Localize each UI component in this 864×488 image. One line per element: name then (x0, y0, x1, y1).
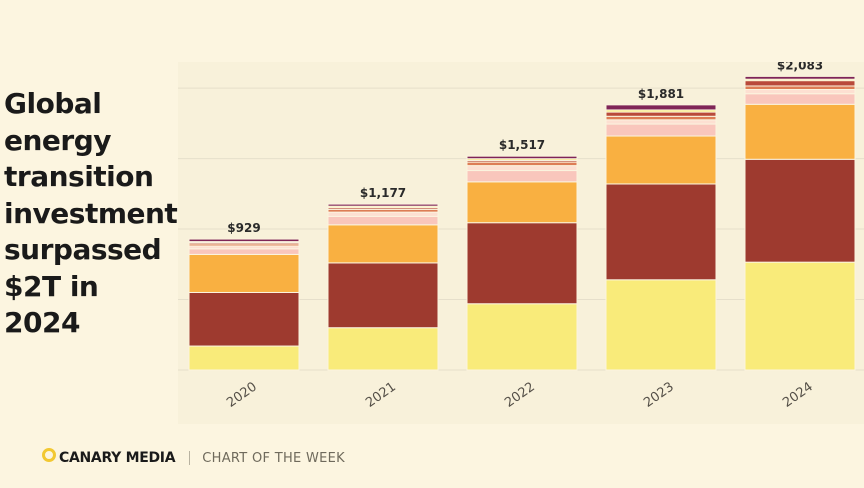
canary-logo-icon (42, 448, 56, 462)
bar-segment (327, 224, 439, 264)
chart-headline: Global energy transition investment surp… (4, 87, 178, 339)
bar-segment (466, 170, 578, 183)
bar-segment (466, 161, 578, 167)
bar-segment (744, 85, 856, 91)
bar-segment (188, 291, 300, 347)
bar-segment (605, 279, 717, 371)
x-tick-label: 2021 (363, 379, 399, 410)
bar-segment (744, 261, 856, 371)
bar-segment (605, 104, 717, 111)
bar-total-label: $1,517 (499, 138, 545, 152)
section-label: CHART OF THE WEEK (202, 450, 345, 466)
bar-segment (466, 181, 578, 224)
bar-segment (327, 215, 439, 226)
bar-segment (327, 211, 439, 217)
bar-segment (188, 238, 300, 243)
bar-segment (327, 203, 439, 207)
x-tick-label: 2020 (224, 379, 260, 410)
x-tick-label: 2023 (641, 379, 677, 410)
bar-segment (605, 111, 717, 117)
brand-name: CANARY MEDIA (59, 450, 176, 466)
x-tick-label: 2022 (502, 379, 538, 410)
bar-segment (605, 135, 717, 185)
bar-segment (744, 103, 856, 160)
bar-segment (327, 327, 439, 371)
bar-total-label: $1,177 (360, 186, 406, 200)
bar-segment (744, 158, 856, 263)
footer-divider (189, 451, 191, 465)
bar-segment (466, 165, 578, 172)
bar-segment (744, 75, 856, 80)
x-tick-label: 2024 (780, 379, 816, 410)
bar-segment (605, 123, 717, 137)
bar-segment (188, 253, 300, 293)
bar-segment (605, 119, 717, 125)
bar-segment (605, 183, 717, 281)
bar-segment (327, 262, 439, 329)
stacked-bar-chart: $929 2020 $1,177 2021 $1,517 2022 $1,881 2023 $2… (178, 62, 864, 411)
bar-segment (188, 345, 300, 371)
chart-panel: $929 2020 $1,177 2021 $1,517 2022 $1,881 2023 $2… (178, 62, 864, 424)
footer: CANARY MEDIA CHART OF THE WEEK (42, 444, 345, 472)
bar-segment (744, 89, 856, 95)
bar-segment (744, 93, 856, 105)
bar-segment (188, 248, 300, 255)
bar-segment (605, 115, 717, 121)
bar-total-label: $1,881 (638, 87, 684, 101)
bar-segment (466, 303, 578, 371)
bar-segment (466, 155, 578, 160)
bar-total-label: $929 (227, 221, 260, 235)
bar-segment (744, 80, 856, 87)
bar-segment (466, 222, 578, 305)
bar-total-label: $2,083 (777, 62, 823, 72)
